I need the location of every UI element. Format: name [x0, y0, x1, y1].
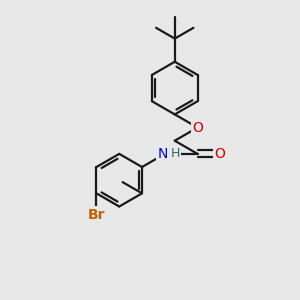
Text: O: O — [192, 121, 203, 135]
Text: Br: Br — [88, 208, 105, 222]
Text: O: O — [214, 147, 225, 161]
Text: N: N — [158, 147, 168, 161]
Text: H: H — [170, 147, 180, 161]
